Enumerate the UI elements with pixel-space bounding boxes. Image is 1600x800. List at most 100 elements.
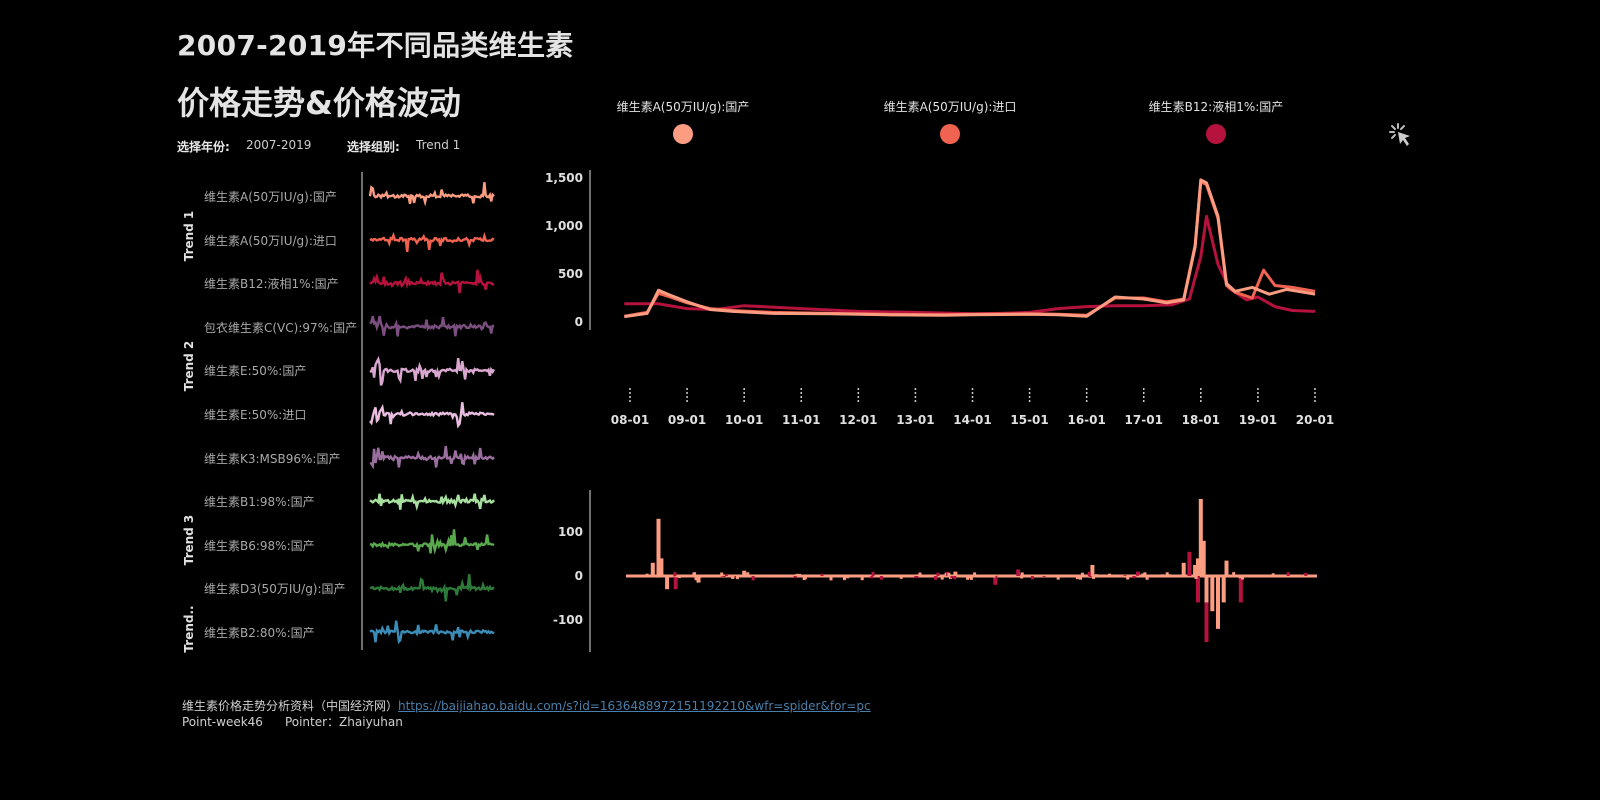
volatility-bar [693,572,697,576]
volatility-bar [936,572,940,576]
volatility-bar [829,576,833,581]
volatility-bar[interactable] [1204,576,1209,603]
x-tick-label: 12-01 [839,413,877,427]
legend-dot-a-domestic[interactable] [673,124,693,144]
volatility-bar[interactable] [1204,576,1209,642]
volatility-bar[interactable] [1238,576,1243,603]
volatility-bar [1047,576,1051,577]
volatility-bar [1271,573,1275,576]
volatility-bar[interactable] [659,558,664,576]
volatility-bar [1286,572,1290,576]
group-filter-select[interactable]: Trend 1 [416,138,461,152]
volatility-bar [992,576,996,578]
volatility-bar[interactable] [1090,565,1095,576]
y-tick-label: 0 [575,569,583,583]
volatility-bar [677,576,681,579]
volatility-bar[interactable] [1216,576,1220,629]
volatility-bar[interactable] [673,576,678,590]
volatility-bar[interactable] [696,576,701,583]
volatility-bar [674,576,678,578]
volatility-bar[interactable] [1210,576,1215,612]
volatility-bar [1092,576,1095,579]
legend-item-a-import[interactable]: 维生素A(50万IU/g):进口 [840,98,1060,144]
y-tick-label: 1,500 [545,171,583,185]
volatility-bar [843,576,846,581]
volatility-bar [940,576,944,580]
volatility-bar[interactable] [1224,560,1229,576]
x-tick-label: 19-01 [1239,413,1277,427]
volatility-bar[interactable] [1196,576,1200,603]
year-filter-select[interactable]: 2007-2019 [246,138,312,152]
volatility-bar [846,575,850,576]
volatility-bar [1139,574,1143,576]
volatility-bar[interactable] [1196,558,1200,576]
volatility-bar[interactable] [1016,569,1021,576]
line-series[interactable] [624,214,1316,316]
x-tick-label: 18-01 [1182,413,1220,427]
volatility-bar [715,576,719,578]
volatility-bar [820,573,824,576]
pointer-click-icon[interactable] [1388,122,1416,150]
line-series[interactable] [624,180,1316,318]
volatility-bar [673,572,677,576]
volatility-bar [1020,572,1024,576]
volatility-bar[interactable] [1198,499,1203,576]
legend-item-b12-domestic[interactable]: 维生素B12:液相1%:国产 [1106,98,1326,144]
legend-item-a-domestic[interactable]: 维生素A(50万IU/g):国产 [573,98,793,144]
volatility-bar[interactable] [650,562,655,576]
volatility-bar [1010,574,1014,576]
volatility-bar[interactable] [742,570,747,576]
volatility-bar [860,576,864,581]
page-title: 2007-2019年不同品类维生素 [177,29,574,62]
volatility-bar [1005,576,1009,578]
x-tick-label: 09-01 [668,413,706,427]
volatility-bar[interactable] [993,576,998,585]
volatility-bar [1216,576,1220,577]
volatility-bar [1118,574,1122,576]
volatility-bar[interactable] [656,518,661,576]
volatility-bar [731,576,735,579]
x-tick-label: 20-01 [1296,413,1334,427]
volatility-bar[interactable] [1136,571,1140,576]
x-tick-label: 17-01 [1125,413,1163,427]
volatility-bar[interactable] [665,576,670,590]
volatility-bar[interactable] [953,571,958,576]
x-tick-label: 13-01 [896,413,934,427]
volatility-bar [807,576,811,577]
volatility-bar [743,574,747,576]
volatility-bar [1061,576,1064,578]
volatility-bar [793,576,797,578]
volatility-bar [1194,576,1198,579]
x-tick-label: 10-01 [725,413,763,427]
volatility-bar [724,574,728,576]
volatility-bar [1282,575,1286,576]
line-series[interactable] [624,178,1316,319]
volatility-bar [1030,576,1034,580]
legend-label: 维生素A(50万IU/g):进口 [883,100,1017,114]
volatility-bar[interactable] [1221,576,1226,603]
x-tick-label: 15-01 [1010,413,1048,427]
legend-dot-a-import[interactable] [940,124,960,144]
volatility-bar [950,576,954,579]
volatility-bar [1160,574,1164,576]
footer-source-link[interactable]: https://baijiahao.baidu.com/s?id=1636488… [398,699,871,713]
volatility-bar [1095,574,1099,576]
volatility-bar[interactable] [1201,540,1206,576]
volatility-bar[interactable] [1193,565,1198,576]
volatility-bar [720,576,724,577]
volatility-bar [720,572,724,576]
volatility-bar[interactable] [1187,551,1192,576]
footer-source: 维生素价格走势分析资料（中国经济网）https://baijiahao.baid… [182,697,871,714]
volatility-bar [1156,576,1160,578]
volatility-bar [1020,576,1024,579]
legend-dot-b12-domestic[interactable] [1206,124,1226,144]
volatility-bar [795,573,799,576]
volatility-bar [1238,576,1242,579]
volatility-bar [1126,576,1130,580]
volatility-bar [915,574,919,576]
volatility-bar [722,576,726,577]
volatility-bar [940,576,944,577]
volatility-bar[interactable] [1181,562,1186,576]
volatility-bar [1167,574,1171,576]
